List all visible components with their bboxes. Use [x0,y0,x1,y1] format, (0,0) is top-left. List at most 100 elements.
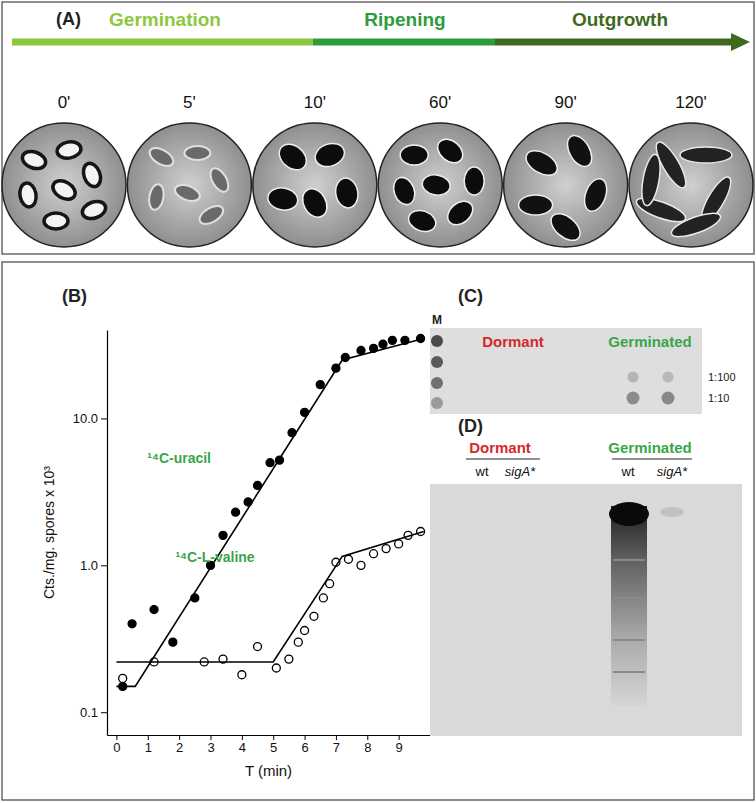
data-point [357,561,365,569]
spore [147,144,177,169]
rna-band [613,671,645,673]
tick: 0.1 [80,705,107,720]
micrograph-border [253,123,377,247]
data-point [128,620,136,628]
spore [80,161,103,189]
tick-label: 4 [239,740,246,755]
spore [421,173,452,198]
time-label: 60' [429,93,451,112]
data-point [344,555,352,563]
tick-label: 8 [364,740,371,755]
spore [390,174,418,207]
spore [464,167,484,195]
time-label: 10' [304,93,326,112]
data-point [357,347,365,355]
tick-mark [101,418,107,419]
x-axis: 0123456789 [108,735,431,755]
tick: 8 [364,735,371,755]
marker-label: M [432,313,442,327]
data-point [272,664,280,672]
micrograph-field [127,123,251,247]
blot-dot [662,392,675,405]
fit-line [116,339,423,687]
panel-frame [2,262,754,800]
tick: 5 [270,735,277,755]
timeline-segment [12,39,313,46]
data-point [219,531,227,539]
group-underline [466,458,540,459]
rna-band [613,639,645,641]
micrograph-border [127,123,251,247]
blot-dot [627,392,640,405]
data-point [238,671,246,679]
data-point [169,638,177,646]
spore [400,145,428,165]
panel-label: (C) [458,286,483,306]
data-point [379,340,387,348]
fit-line [116,531,423,661]
tick-label: 10.0 [73,411,98,426]
time-label: 5' [183,93,196,112]
sample-label: Dormant [482,333,544,350]
spore [20,148,48,171]
tick: 1 [145,735,152,755]
tick-label: 0 [113,740,120,755]
spore [669,209,723,242]
tick: 3 [207,735,214,755]
micrograph [504,123,628,247]
spore [298,185,332,222]
spore [80,198,108,221]
tick-mark [101,565,107,566]
spore [312,140,348,171]
spore [173,182,202,204]
sample-label: Germinated [608,333,691,350]
dilution-label: 1:100 [708,371,736,383]
spore [580,176,610,215]
chart-title: (B) [62,286,87,306]
rna-band [613,597,645,599]
tick-label: 6 [301,740,308,755]
axis-line [107,331,108,736]
tick-label: 3 [207,740,214,755]
timeline-segment [313,39,495,46]
tick: 0 [113,735,120,755]
timeline-arrowhead [731,33,750,51]
data-point [150,606,158,614]
data-point [310,612,318,620]
spore [56,140,82,160]
blot-dot [431,356,443,368]
tick: 2 [176,735,183,755]
lane-label: sigA* [657,464,688,479]
micrograph [253,123,377,247]
y-axis-title: Cts./mg. spores x 10³ [41,466,57,599]
spore [207,165,232,195]
rna-band [660,507,684,517]
lane-label: sigA* [505,464,536,479]
micrograph-border [378,123,502,247]
blot-dot [431,397,443,409]
micrograph [127,123,251,247]
tick-label: 7 [333,740,340,755]
tick-label: 2 [176,740,183,755]
blot-dot [663,372,674,383]
phase-label: Outgrowth [572,9,668,30]
x-axis-title: T (min) [245,762,292,779]
time-label: 120' [675,93,707,112]
tick-label: 1 [145,740,152,755]
micrograph-border [504,123,628,247]
axis-line [108,735,431,736]
tick: 1.0 [80,558,107,573]
blot-dot [628,372,639,383]
series-label: ¹⁴C-L-valine [175,549,254,565]
phase-label: Ripening [364,9,445,30]
data-point [395,540,403,548]
panel-label: (A) [56,9,81,29]
data-point [285,655,293,663]
group-underline [612,458,692,459]
spore [639,153,664,207]
time-label: 90' [555,93,577,112]
spore [519,195,553,215]
spore [333,176,360,209]
spore [562,131,596,170]
time-label: 0' [58,93,71,112]
